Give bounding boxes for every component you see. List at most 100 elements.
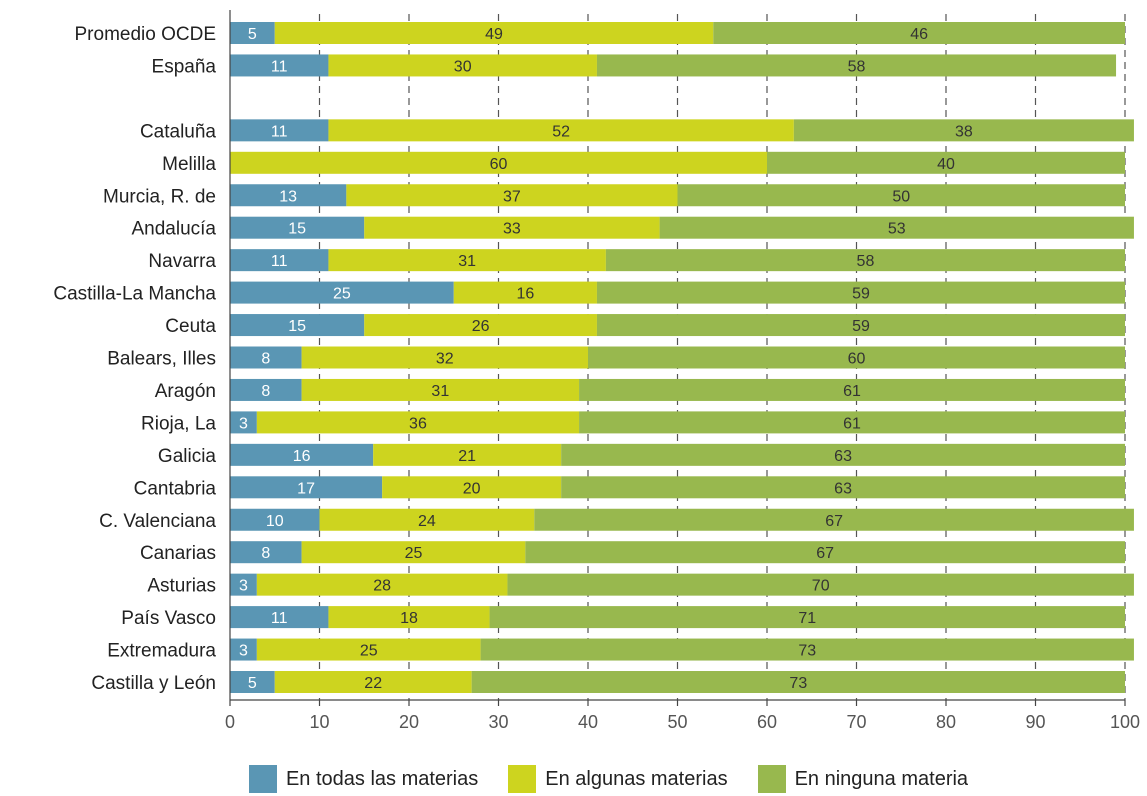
value-label-1-5: 33 bbox=[503, 221, 521, 238]
category-label-19: Castilla y León bbox=[91, 673, 216, 694]
bar-segment-1-9 bbox=[301, 346, 588, 369]
category-label-6: Navarra bbox=[148, 251, 216, 272]
value-label-1-18: 25 bbox=[360, 643, 378, 660]
value-label-2-8: 59 bbox=[852, 318, 870, 335]
bar-segment-0-5 bbox=[230, 216, 365, 239]
category-label-17: País Vasco bbox=[121, 608, 216, 629]
x-tick-label-100: 100 bbox=[1110, 712, 1140, 732]
x-tick-label-60: 60 bbox=[757, 712, 777, 732]
value-label-2-0: 46 bbox=[910, 26, 928, 43]
bar-segment-2-11 bbox=[579, 411, 1125, 434]
value-label-2-12: 63 bbox=[834, 448, 852, 465]
bar-segment-1-10 bbox=[301, 378, 580, 401]
value-label-1-13: 20 bbox=[463, 480, 481, 497]
legend-item-todas: En todas las materias bbox=[248, 765, 479, 793]
value-label-0-0: 5 bbox=[248, 26, 257, 43]
x-tick-label-70: 70 bbox=[846, 712, 866, 732]
value-label-2-19: 73 bbox=[789, 675, 807, 692]
bar-segment-1-13 bbox=[382, 476, 562, 499]
bar-segment-2-0 bbox=[713, 22, 1125, 44]
legend: En todas las materias En algunas materia… bbox=[0, 762, 1147, 796]
bar-segment-0-8 bbox=[230, 314, 365, 337]
category-label-11: Rioja, La bbox=[141, 413, 216, 434]
bar-segment-0-10 bbox=[230, 378, 302, 401]
value-label-0-9: 8 bbox=[261, 351, 270, 368]
value-label-2-11: 61 bbox=[843, 415, 861, 432]
value-label-0-17: 11 bbox=[271, 610, 288, 627]
bar-segment-1-15 bbox=[301, 541, 526, 564]
bar-segment-1-7 bbox=[453, 281, 597, 304]
bar-segment-0-18 bbox=[230, 638, 257, 661]
bar-segment-2-19 bbox=[471, 671, 1125, 693]
value-label-2-6: 58 bbox=[857, 253, 875, 270]
bar-segment-1-18 bbox=[256, 638, 481, 661]
legend-label-algunas: En algunas materias bbox=[545, 767, 728, 790]
bar-segment-2-2 bbox=[793, 119, 1134, 142]
legend-swatch-algunas bbox=[508, 765, 537, 793]
category-label-10: Aragón bbox=[155, 381, 216, 402]
value-label-0-13: 17 bbox=[297, 480, 315, 497]
value-label-1-12: 21 bbox=[458, 448, 476, 465]
bar-segment-2-1 bbox=[596, 54, 1117, 77]
value-label-0-19: 5 bbox=[248, 675, 257, 692]
bar-segment-0-4 bbox=[230, 184, 347, 207]
bar-segment-0-7 bbox=[230, 281, 454, 304]
category-label-13: Cantabria bbox=[134, 478, 217, 499]
value-label-2-3: 40 bbox=[937, 156, 955, 173]
value-label-1-0: 49 bbox=[485, 26, 503, 43]
bar-segment-2-10 bbox=[579, 378, 1125, 401]
category-label-18: Extremadura bbox=[107, 641, 216, 662]
value-label-2-18: 73 bbox=[798, 643, 816, 660]
bar-segment-0-12 bbox=[230, 443, 374, 466]
bar-segment-0-6 bbox=[230, 249, 329, 272]
bar-segment-1-8 bbox=[364, 314, 597, 337]
x-tick-label-50: 50 bbox=[667, 712, 687, 732]
category-label-16: Asturias bbox=[147, 576, 216, 597]
value-label-0-1: 11 bbox=[271, 58, 288, 75]
category-label-1: España bbox=[152, 56, 217, 77]
value-label-1-7: 16 bbox=[516, 286, 534, 303]
value-label-1-19: 22 bbox=[364, 675, 382, 692]
bar-segment-2-14 bbox=[534, 508, 1134, 531]
x-tick-label-80: 80 bbox=[936, 712, 956, 732]
bar-segment-2-7 bbox=[596, 281, 1125, 304]
category-label-12: Galicia bbox=[158, 446, 217, 467]
value-label-1-8: 26 bbox=[472, 318, 490, 335]
bar-segment-1-11 bbox=[256, 411, 580, 434]
bar-segment-1-3 bbox=[230, 151, 767, 174]
bar-segment-0-1 bbox=[230, 54, 329, 77]
bar-segment-1-12 bbox=[373, 443, 562, 466]
x-axis: 0 10 20 30 40 50 60 70 80 90 100 bbox=[225, 10, 1140, 732]
value-label-0-10: 8 bbox=[261, 383, 270, 400]
legend-label-todas: En todas las materias bbox=[285, 767, 479, 790]
value-label-1-16: 28 bbox=[373, 578, 391, 595]
bar-segment-2-16 bbox=[507, 573, 1134, 596]
value-label-1-9: 32 bbox=[436, 351, 454, 368]
value-label-2-7: 59 bbox=[852, 286, 870, 303]
value-label-2-13: 63 bbox=[834, 480, 852, 497]
value-label-0-14: 10 bbox=[266, 513, 284, 530]
bar-segment-0-15 bbox=[230, 541, 302, 564]
value-label-1-3: 60 bbox=[490, 156, 508, 173]
value-label-1-6: 31 bbox=[458, 253, 476, 270]
bar-segment-0-2 bbox=[230, 119, 329, 142]
legend-item-algunas: En algunas materias bbox=[508, 765, 728, 793]
category-label-0: Promedio OCDE bbox=[75, 24, 217, 45]
value-label-1-10: 31 bbox=[431, 383, 449, 400]
category-label-14: C. Valenciana bbox=[99, 511, 216, 532]
value-label-0-12: 16 bbox=[293, 448, 311, 465]
bar-segment-0-14 bbox=[230, 508, 320, 531]
bar-segment-0-16 bbox=[230, 573, 257, 596]
value-label-2-14: 67 bbox=[825, 513, 843, 530]
value-label-0-8: 15 bbox=[288, 318, 306, 335]
legend-swatch-todas bbox=[248, 765, 277, 793]
x-tick-label-20: 20 bbox=[399, 712, 419, 732]
category-label-2: Cataluña bbox=[140, 121, 216, 142]
bar-segment-1-19 bbox=[274, 671, 472, 693]
value-label-0-18: 3 bbox=[239, 643, 248, 660]
category-label-3: Melilla bbox=[162, 154, 216, 175]
bar-segment-2-6 bbox=[605, 249, 1125, 272]
bar-segment-2-15 bbox=[525, 541, 1125, 564]
bar-segment-2-17 bbox=[489, 606, 1125, 629]
